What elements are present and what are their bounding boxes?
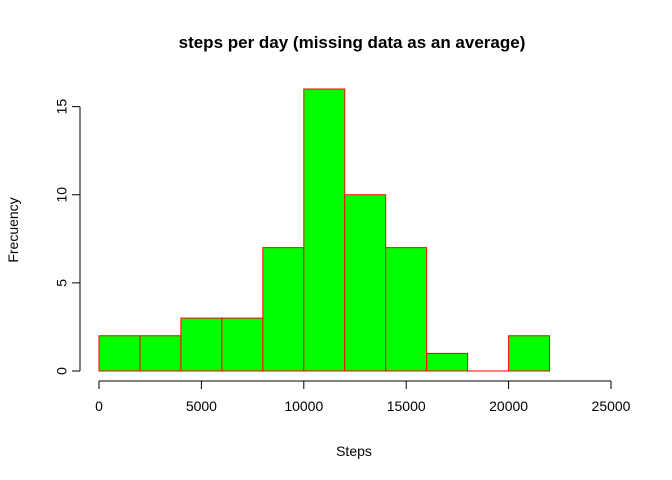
histogram-bar-6 [344, 194, 387, 372]
histogram-bar-3 [221, 317, 264, 372]
x-axis: 0 5000 10000 15000 20000 25000 [95, 380, 631, 414]
histogram-bar-5 [303, 88, 346, 372]
y-tick-label-0: 0 [54, 367, 70, 375]
x-tick-label-3: 15000 [387, 398, 426, 414]
y-axis-label: Frecuency [5, 197, 21, 262]
histogram-bar-1 [139, 335, 182, 372]
y-tick-label-1: 5 [54, 279, 70, 287]
x-tick-label-1: 5000 [186, 398, 217, 414]
x-tick-label-2: 10000 [284, 398, 323, 414]
histogram-bar-2 [180, 317, 223, 372]
y-tick-label-3: 15 [54, 99, 70, 115]
x-axis-label: Steps [336, 443, 372, 459]
x-tick-label-0: 0 [95, 398, 103, 414]
y-axis: 0 5 10 15 [54, 99, 81, 375]
y-tick-label-2: 10 [54, 187, 70, 203]
histogram-bar-4 [262, 247, 305, 372]
bars-group [98, 88, 551, 372]
histogram-bar-0 [98, 335, 141, 372]
chart-title: steps per day (missing data as an averag… [179, 33, 526, 52]
histogram-bar-10 [508, 335, 551, 372]
x-tick-label-5: 25000 [592, 398, 631, 414]
histogram-bar-7 [385, 247, 428, 372]
histogram-bar-8 [426, 352, 469, 372]
x-tick-label-4: 20000 [489, 398, 528, 414]
